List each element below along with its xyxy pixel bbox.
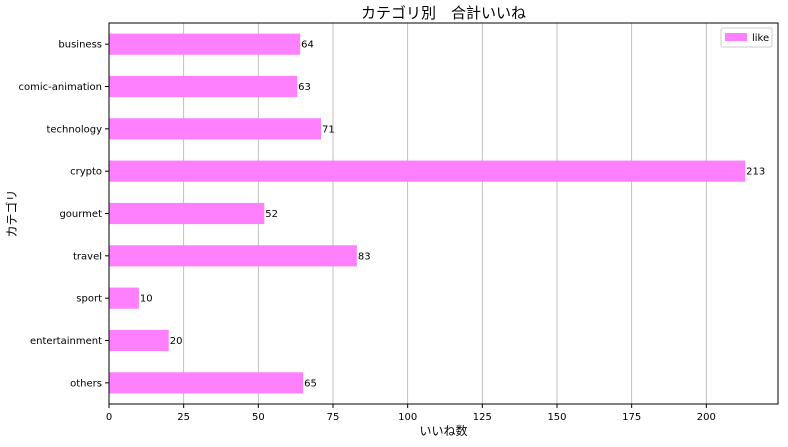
- data-label-entertainment: 20: [170, 336, 183, 347]
- data-label-sport: 10: [140, 294, 153, 305]
- data-label-comic-animation: 63: [298, 82, 311, 93]
- y-tick-label-travel: travel: [73, 251, 102, 262]
- x-tick-label: 175: [622, 412, 641, 423]
- x-tick-label: 100: [398, 412, 417, 423]
- legend-label-like: like: [752, 33, 769, 44]
- y-tick-label-others: others: [70, 378, 102, 389]
- bar-entertainment: [109, 329, 169, 352]
- x-tick-label: 75: [327, 412, 340, 423]
- y-tick-label-comic-animation: comic-animation: [18, 82, 102, 93]
- data-label-others: 65: [304, 378, 317, 389]
- data-label-crypto: 213: [746, 167, 765, 178]
- bar-technology: [109, 118, 322, 140]
- y-ticks-layer: business comic-animation technology crypto g…: [18, 40, 109, 389]
- data-label-business: 64: [301, 40, 314, 51]
- legend: like: [720, 27, 773, 48]
- x-tick-label: 0: [106, 412, 112, 423]
- x-tick-label: 125: [473, 412, 492, 423]
- y-tick-label-entertainment: entertainment: [30, 336, 102, 347]
- y-tick-label-gourmet: gourmet: [59, 209, 102, 220]
- y-tick-label-sport: sport: [76, 294, 102, 305]
- bar-sport: [109, 287, 139, 309]
- y-tick-label-business: business: [58, 40, 102, 51]
- x-ticks-layer: 0 25 50 75 100 125 150 175 200: [106, 404, 716, 423]
- x-tick-label: 200: [697, 412, 716, 423]
- y-tick-label-crypto: crypto: [70, 167, 102, 178]
- x-tick-label: 150: [547, 412, 566, 423]
- bar-business: [109, 33, 301, 55]
- chart-title: カテゴリ別 合計いいね: [361, 4, 526, 22]
- y-axis-label: カテゴリ: [4, 189, 19, 237]
- bar-crypto: [109, 160, 746, 182]
- bars-layer: 64 63 71 213 52 83 10 20 65: [109, 33, 765, 394]
- x-tick-label: 50: [252, 412, 265, 423]
- x-tick-label: 25: [177, 412, 190, 423]
- data-label-technology: 71: [322, 124, 335, 135]
- legend-swatch-like: [725, 33, 747, 41]
- bar-travel: [109, 245, 357, 267]
- data-label-travel: 83: [358, 251, 371, 262]
- data-label-gourmet: 52: [265, 209, 278, 220]
- bar-gourmet: [109, 202, 265, 225]
- y-tick-label-technology: technology: [46, 124, 102, 135]
- bar-comic-animation: [109, 75, 298, 98]
- x-axis-label: いいね数: [419, 423, 467, 438]
- bar-others: [109, 372, 304, 394]
